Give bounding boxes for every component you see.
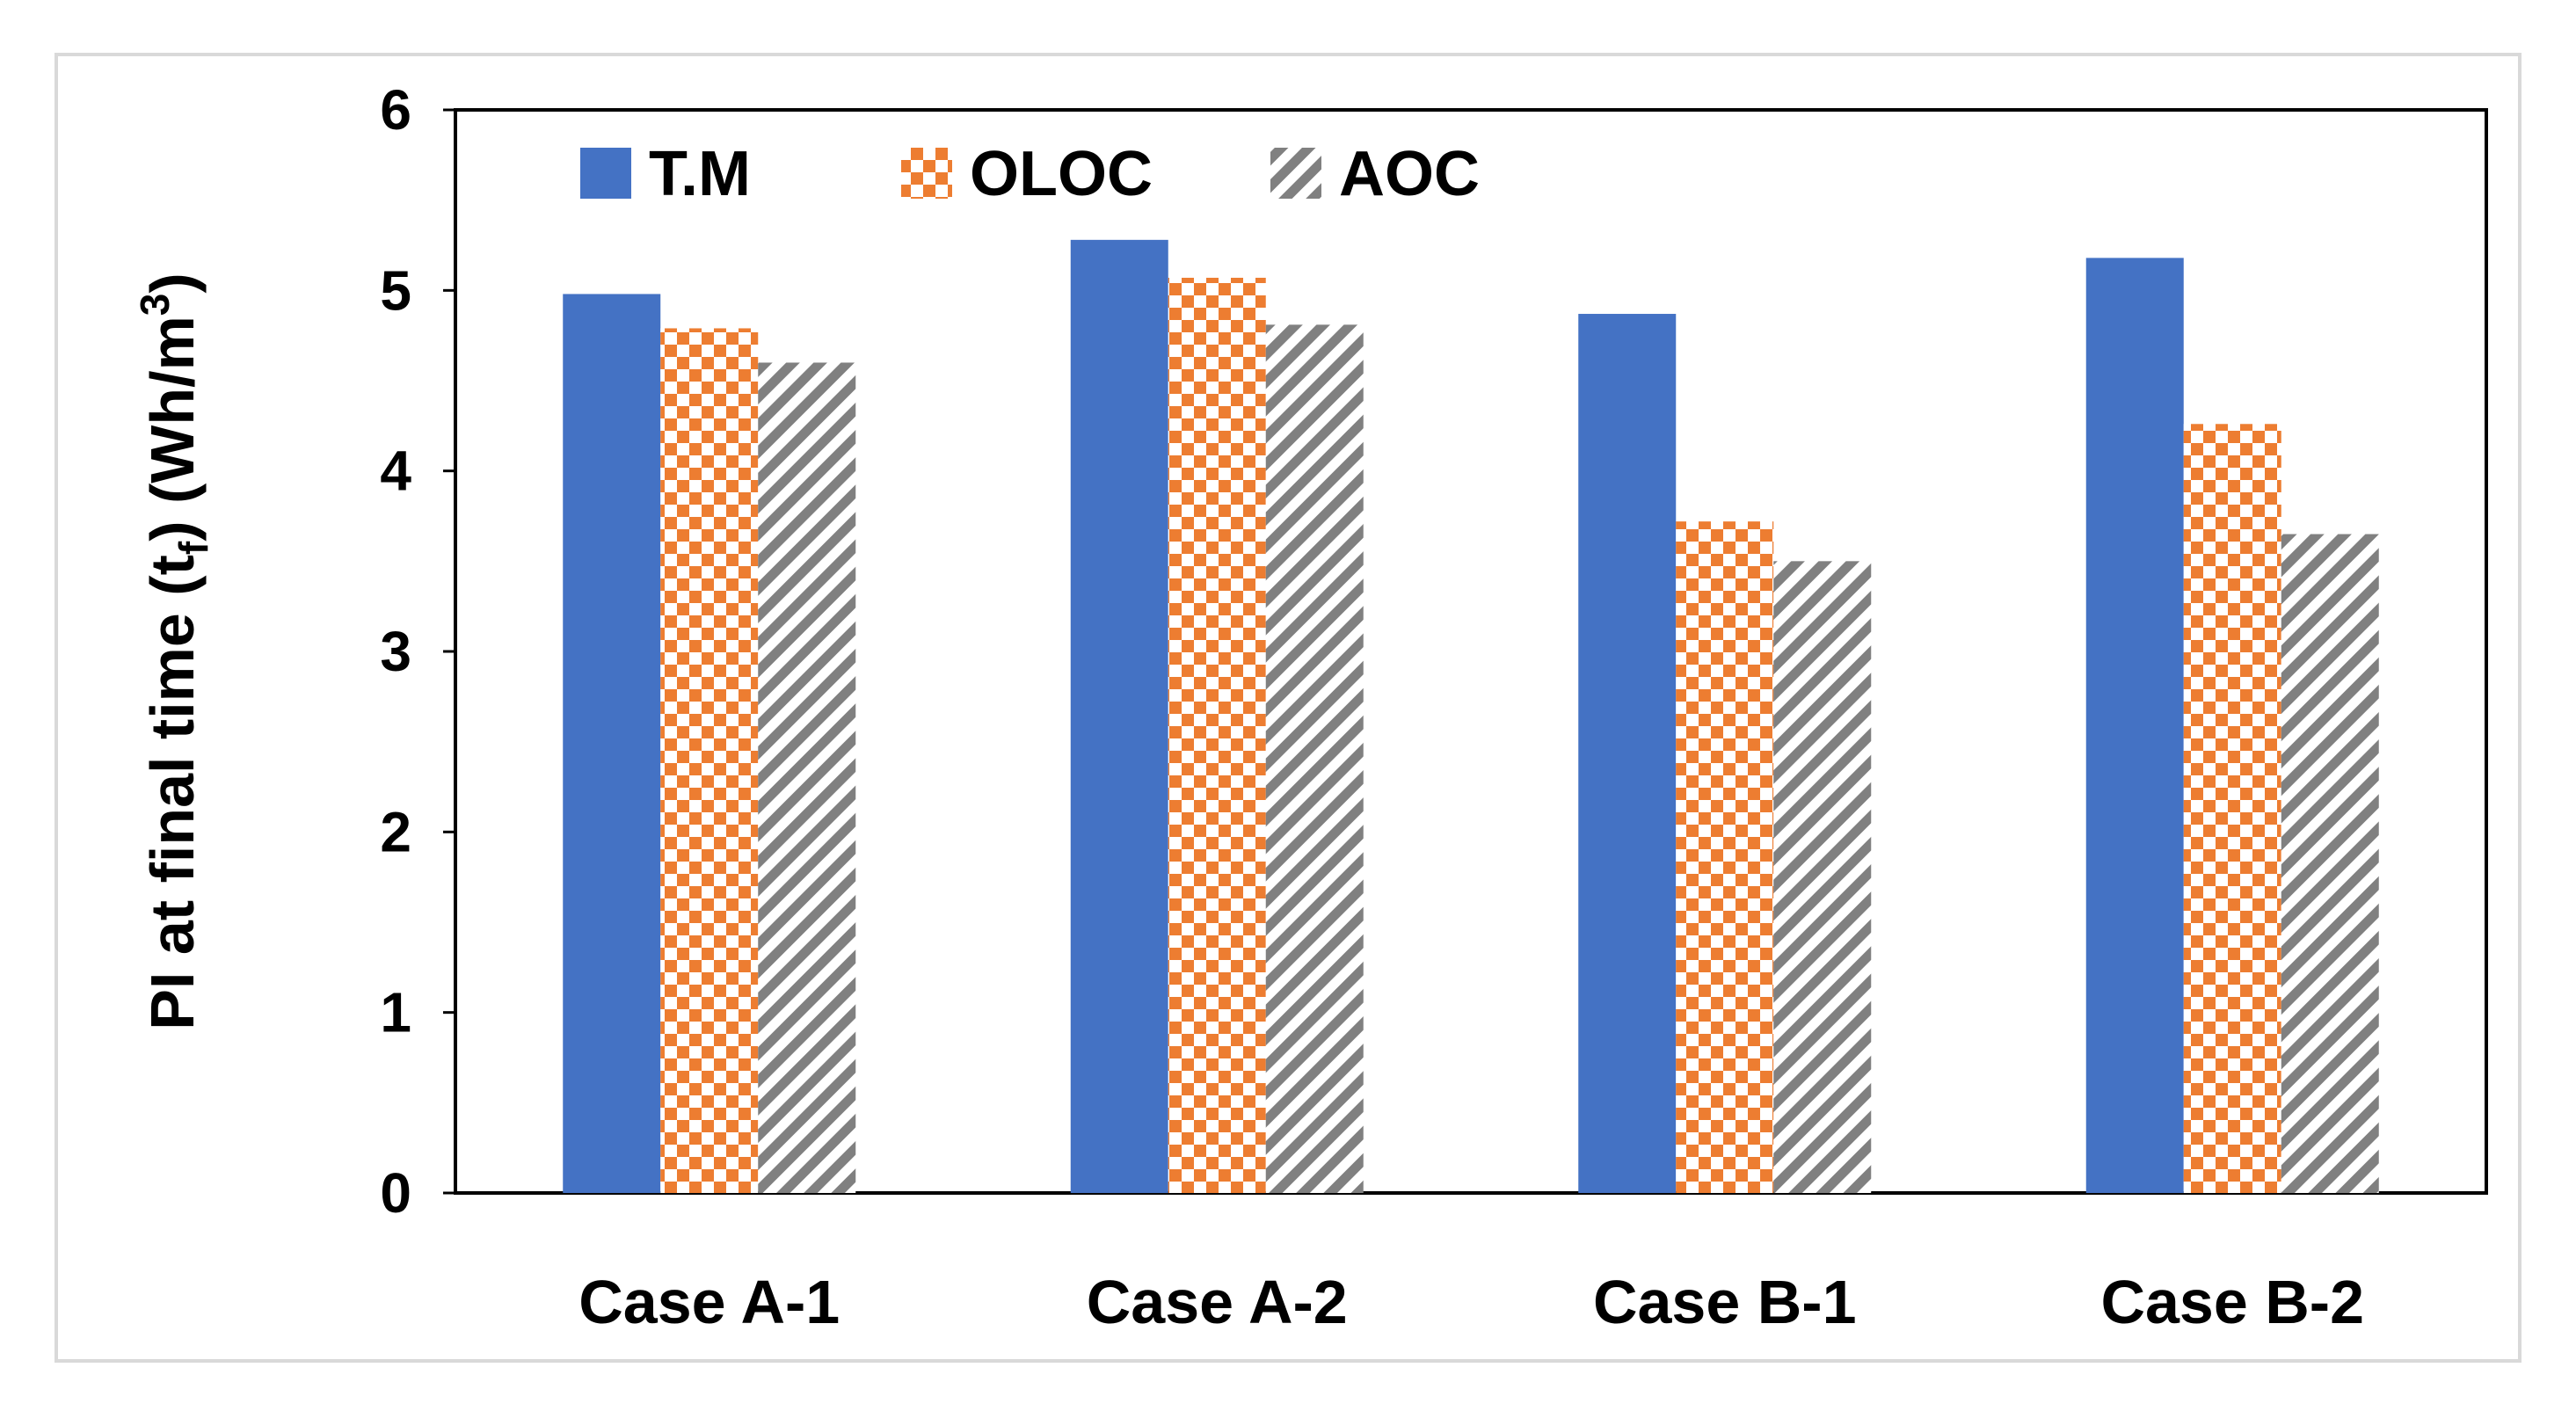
y-tick-label: 4: [380, 440, 411, 503]
bar-oloc-case-a-1: [660, 328, 759, 1193]
bar-oloc-case-a-2: [1168, 277, 1266, 1194]
y-tick-label: 1: [380, 981, 411, 1044]
y-axis-title: PI at final time (tf) (Wh/m3): [132, 273, 216, 1029]
bar-aoc-case-b-2: [2281, 534, 2379, 1193]
legend: T.M OLOC AOC: [580, 139, 1480, 209]
bar-aoc-case-b-1: [1773, 561, 1872, 1193]
y-axis-title-subscript: f: [171, 541, 216, 555]
y-axis-title-prefix: PI at final time (t: [138, 555, 207, 1030]
y-tick-label: 2: [380, 800, 411, 863]
x-tick-label-case-a-2: Case A-2: [1087, 1268, 1348, 1336]
y-tick-label: 0: [380, 1161, 411, 1225]
bar-t-m-case-a-2: [1070, 239, 1168, 1194]
y-axis-title-superscript: 3: [132, 294, 178, 316]
y-axis-title-middle: ) (Wh/m: [138, 316, 207, 542]
bar-t-m-case-a-1: [563, 294, 661, 1193]
y-tick-label: 5: [380, 258, 411, 322]
bar-aoc-case-a-1: [758, 362, 856, 1193]
legend-swatch-t-m: [580, 148, 631, 199]
y-axis-ticks: 0 1 2 3 4 5 6: [380, 78, 455, 1225]
y-tick-label: 3: [380, 620, 411, 683]
x-tick-label-case-b-2: Case B-2: [2100, 1268, 2364, 1336]
legend-swatch-aoc: [1270, 148, 1321, 199]
bar-t-m-case-b-2: [2085, 258, 2184, 1194]
bar-aoc-case-a-2: [1265, 324, 1364, 1193]
bar-t-m-case-b-1: [1578, 314, 1677, 1193]
bar-oloc-case-b-2: [2183, 424, 2281, 1193]
legend-label-t-m: T.M: [649, 139, 751, 209]
legend-swatch-oloc: [901, 148, 952, 199]
bars-group: [563, 239, 2379, 1194]
legend-label-aoc: AOC: [1339, 139, 1480, 209]
x-tick-label-case-a-1: Case A-1: [579, 1268, 840, 1336]
x-tick-label-case-b-1: Case B-1: [1593, 1268, 1857, 1336]
legend-label-oloc: OLOC: [970, 139, 1153, 209]
x-axis-labels: Case A-1 Case A-2 Case B-1 Case B-2: [579, 1268, 2364, 1336]
y-tick-label: 6: [380, 78, 411, 142]
bar-oloc-case-b-1: [1676, 521, 1774, 1193]
y-axis-title-suffix: ): [138, 273, 207, 293]
